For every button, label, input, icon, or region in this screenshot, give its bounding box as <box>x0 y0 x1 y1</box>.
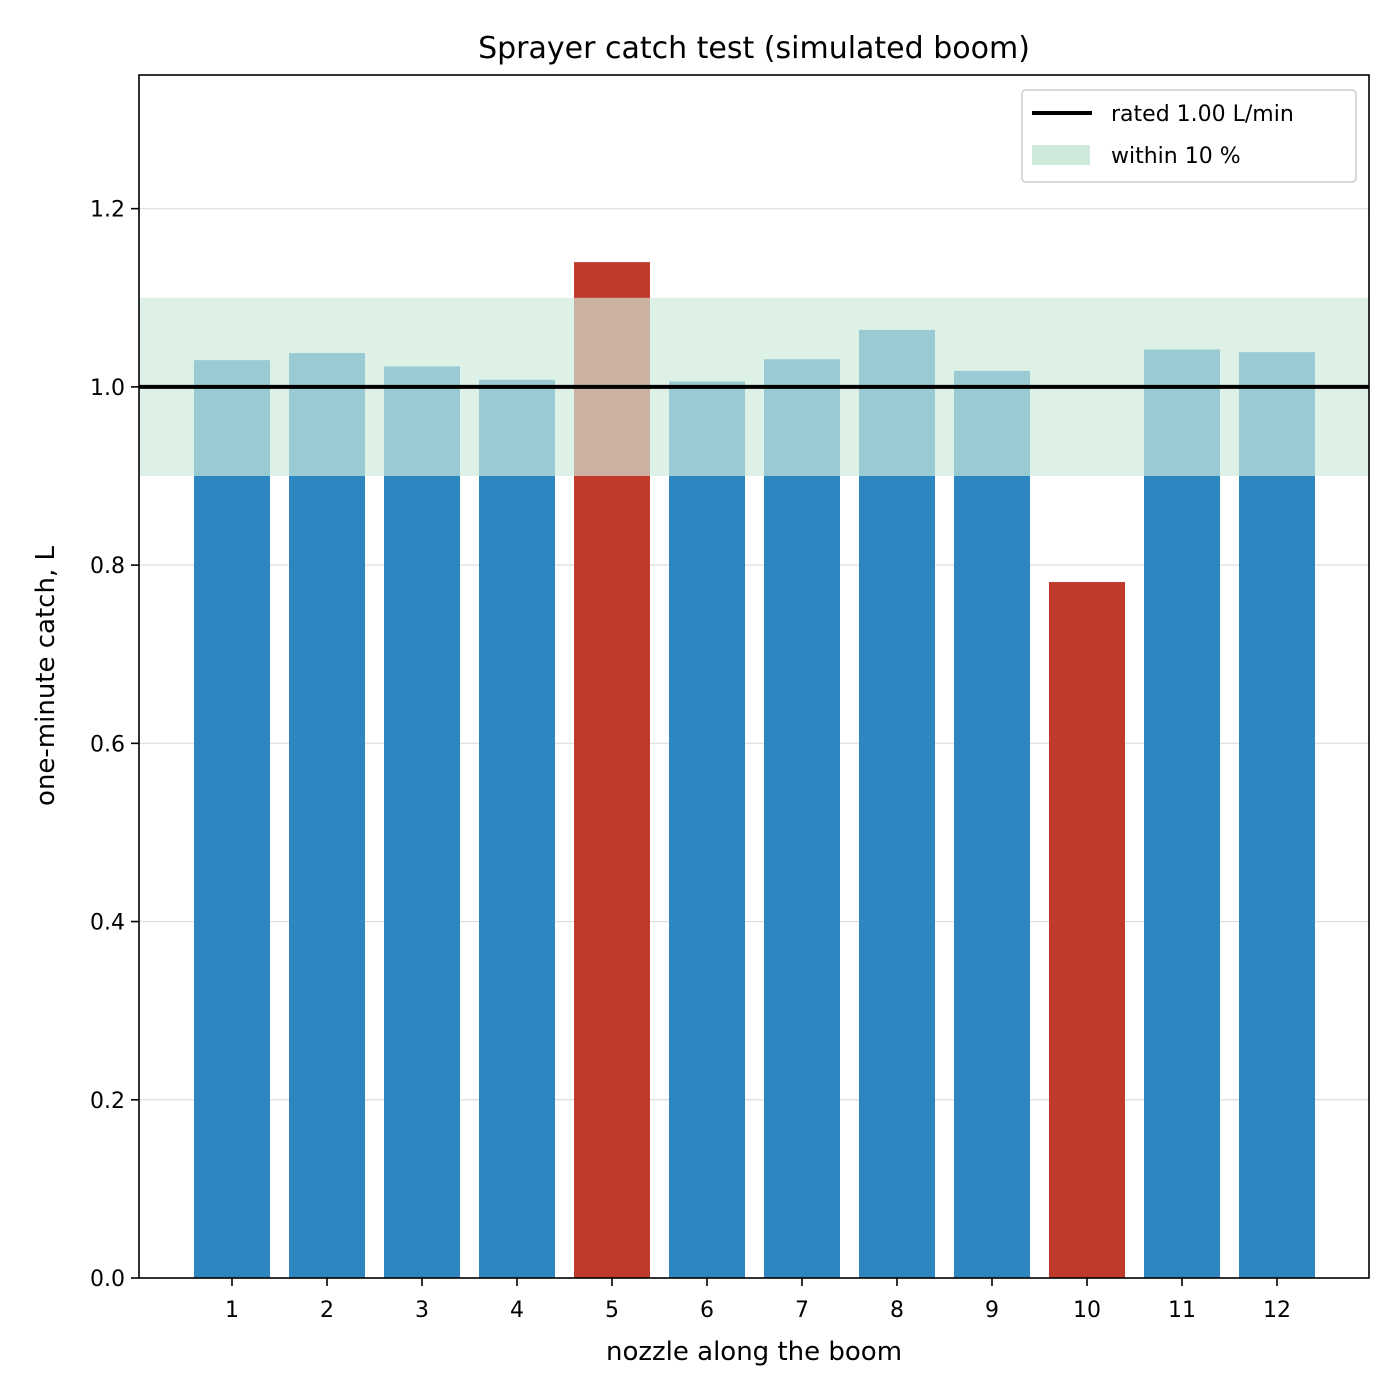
x-tick-label: 5 <box>605 1298 619 1323</box>
bars <box>194 262 1315 1279</box>
y-tick-label: 1.0 <box>90 376 125 401</box>
y-tick-label: 0.6 <box>90 732 125 757</box>
x-tick-label: 1 <box>225 1298 239 1323</box>
bar-nozzle-8 <box>859 329 935 1278</box>
legend-reference-label: rated 1.00 L/min <box>1111 102 1294 127</box>
x-tick-label: 10 <box>1073 1298 1101 1323</box>
x-tick-label: 2 <box>320 1298 334 1323</box>
y-tick-label: 0.2 <box>90 1089 125 1114</box>
x-tick-label: 12 <box>1263 1298 1291 1323</box>
legend: rated 1.00 L/min within 10 % <box>1021 89 1357 183</box>
bar-nozzle-12 <box>1239 352 1315 1278</box>
x-tick-label: 7 <box>795 1298 809 1323</box>
legend-band-label: within 10 % <box>1111 144 1241 169</box>
x-tick-label: 9 <box>985 1298 999 1323</box>
bar-nozzle-11 <box>1144 349 1220 1278</box>
x-tick-label: 4 <box>510 1298 524 1323</box>
bar-nozzle-3 <box>384 366 460 1279</box>
chart-title: Sprayer catch test (simulated boom) <box>478 31 1030 66</box>
x-tick-label: 11 <box>1168 1298 1196 1323</box>
legend-box <box>1021 89 1357 183</box>
bar-nozzle-7 <box>764 359 840 1279</box>
bar-nozzle-4 <box>479 379 555 1278</box>
x-axis-label: nozzle along the boom <box>606 1337 902 1367</box>
y-tick-label: 0.0 <box>90 1267 125 1292</box>
x-tick-label: 8 <box>890 1298 904 1323</box>
y-tick-label: 0.4 <box>90 911 125 936</box>
plot-frame <box>138 74 1370 1279</box>
y-axis-label: one-minute catch, L <box>31 546 61 806</box>
x-tick-label: 6 <box>700 1298 714 1323</box>
bar-nozzle-10 <box>1049 582 1125 1278</box>
x-axis-ticks: 1 2 3 4 5 6 7 8 9 10 11 12 <box>225 1278 1291 1323</box>
bar-nozzle-9 <box>954 370 1030 1278</box>
legend-band-swatch <box>1032 145 1090 165</box>
bar-nozzle-6 <box>669 381 745 1278</box>
y-axis-ticks: 0.0 0.2 0.4 0.6 0.8 1.0 1.2 <box>90 198 139 1292</box>
y-tick-label: 1.2 <box>90 198 125 223</box>
bar-nozzle-2 <box>289 353 365 1278</box>
bar-nozzle-1 <box>194 360 270 1279</box>
x-tick-label: 3 <box>415 1298 429 1323</box>
y-tick-label: 0.8 <box>90 554 125 579</box>
